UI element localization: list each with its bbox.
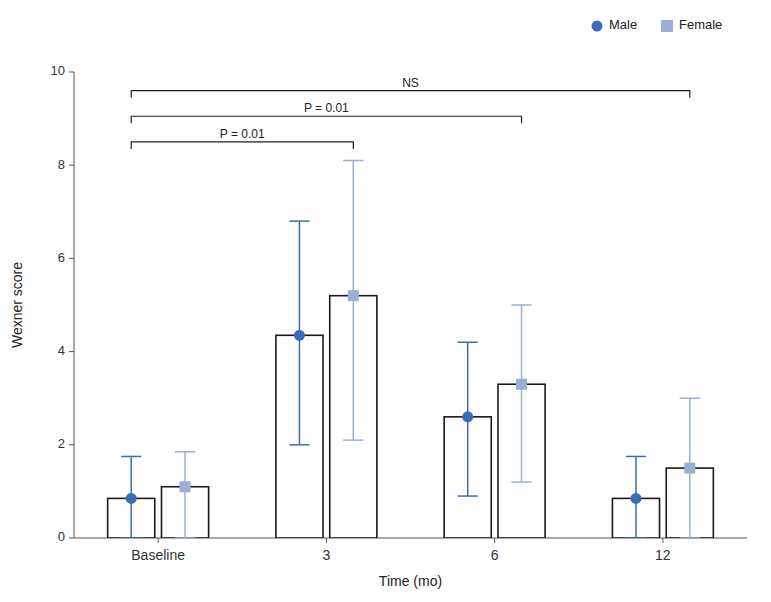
bracket-label: P = 0.01 bbox=[220, 127, 265, 141]
error-bar bbox=[343, 161, 363, 441]
y-tick-label: 4 bbox=[58, 343, 65, 358]
x-tick-label: 6 bbox=[491, 547, 499, 563]
error-bar bbox=[626, 456, 646, 538]
error-bar bbox=[121, 456, 141, 538]
x-tick-label: 12 bbox=[655, 547, 671, 563]
bracket: NS bbox=[131, 76, 690, 98]
y-tick-label: 0 bbox=[58, 529, 65, 544]
y-tick bbox=[69, 444, 74, 445]
series-0 bbox=[108, 335, 660, 538]
error-bar-cap-low bbox=[175, 537, 195, 538]
y-tick bbox=[69, 72, 74, 73]
y-axis: 0 2 4 6 8 10 bbox=[51, 63, 74, 544]
y-tick-label: 6 bbox=[58, 250, 65, 265]
y-axis-title: Wexner score bbox=[9, 262, 25, 348]
error-bar bbox=[511, 305, 531, 482]
error-bar-stem bbox=[521, 305, 523, 482]
x-tick bbox=[326, 538, 327, 543]
x-tick bbox=[494, 538, 495, 543]
bracket: P = 0.01 bbox=[131, 127, 353, 149]
y-tick bbox=[69, 351, 74, 352]
y-tick-label: 10 bbox=[51, 63, 65, 78]
error-bar-cap-high bbox=[343, 160, 363, 162]
mean-marker bbox=[180, 481, 191, 492]
mean-marker bbox=[516, 379, 527, 390]
error-bar-cap-low bbox=[511, 481, 531, 483]
x-tick-label: Baseline bbox=[131, 547, 185, 563]
error-bar-cap-high bbox=[121, 456, 141, 458]
y-tick bbox=[69, 538, 74, 539]
y-axis-line bbox=[74, 72, 75, 538]
error-bar-cap-low bbox=[458, 495, 478, 497]
bracket-line bbox=[131, 142, 353, 149]
error-bar bbox=[289, 221, 309, 445]
error-bar bbox=[175, 452, 195, 538]
chart: 0 2 4 6 8 10 Baseline 3 6 12 Time (mo) Wexner score… bbox=[0, 0, 771, 602]
y-tick-label: 8 bbox=[58, 157, 65, 172]
error-bar-cap-low bbox=[343, 439, 363, 441]
legend: Male Female bbox=[592, 17, 723, 32]
bracket-label: P = 0.01 bbox=[304, 101, 349, 115]
error-bar-cap-low bbox=[289, 444, 309, 446]
x-tick bbox=[662, 538, 663, 543]
bracket-line bbox=[131, 91, 690, 98]
series-1 bbox=[161, 296, 713, 538]
annotations: NS P = 0.01 P = 0.01 bbox=[131, 76, 690, 149]
error-bar-cap-high bbox=[680, 397, 700, 399]
x-axis-title: Time (mo) bbox=[379, 573, 442, 589]
error-bar-cap-low bbox=[121, 537, 141, 538]
series-0-errors bbox=[121, 221, 646, 538]
x-axis: Baseline 3 6 12 bbox=[74, 538, 747, 563]
mean-marker bbox=[684, 463, 695, 474]
bracket-label: NS bbox=[402, 76, 419, 90]
mean-marker bbox=[126, 493, 137, 504]
error-bar-cap-high bbox=[511, 304, 531, 306]
marks bbox=[108, 161, 714, 538]
legend-label: Female bbox=[679, 17, 722, 32]
error-bar-cap-low bbox=[680, 537, 700, 538]
error-bar-cap-high bbox=[289, 220, 309, 222]
x-tick bbox=[158, 538, 159, 543]
error-bar-stem bbox=[184, 452, 186, 538]
x-tick-label: 3 bbox=[322, 547, 330, 563]
legend-swatch bbox=[661, 20, 673, 32]
mean-marker bbox=[348, 290, 359, 301]
error-bar-cap-high bbox=[175, 451, 195, 453]
error-bar-cap-low bbox=[626, 537, 646, 538]
mean-marker bbox=[294, 330, 305, 341]
y-tick bbox=[69, 165, 74, 166]
series-1-errors bbox=[175, 161, 700, 538]
x-axis-line bbox=[74, 538, 747, 539]
error-bar bbox=[680, 398, 700, 538]
mean-marker bbox=[462, 411, 473, 422]
y-tick-label: 2 bbox=[58, 436, 65, 451]
bracket: P = 0.01 bbox=[131, 101, 521, 123]
y-tick bbox=[69, 258, 74, 259]
bracket-line bbox=[131, 116, 521, 123]
error-bar-cap-high bbox=[458, 342, 478, 344]
legend-swatch bbox=[592, 21, 603, 32]
mean-marker bbox=[630, 493, 641, 504]
legend-label: Male bbox=[609, 17, 637, 32]
page: {"chart_data": { "type": "bar", "xlabel"… bbox=[0, 0, 771, 602]
error-bar bbox=[458, 342, 478, 496]
error-bar-cap-high bbox=[626, 456, 646, 458]
